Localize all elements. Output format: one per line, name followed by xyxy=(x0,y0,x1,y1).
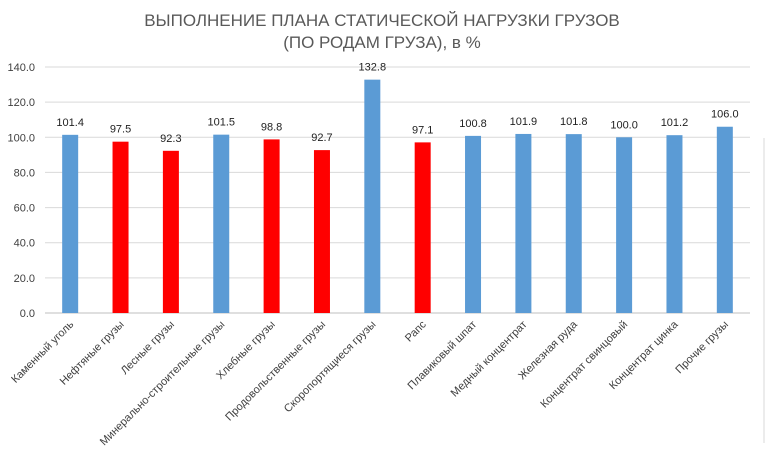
chart-title-line-2: (ПО РОДАМ ГРУЗА), в % xyxy=(283,33,481,52)
category-label: Скоропортящиеся грузы xyxy=(282,319,379,416)
bar xyxy=(263,139,280,313)
bar xyxy=(616,137,633,313)
bar xyxy=(364,79,381,313)
category-label: Рапс xyxy=(403,318,429,344)
bar xyxy=(716,126,733,313)
data-label: 101.5 xyxy=(207,117,235,129)
gridlines xyxy=(45,66,750,314)
data-label: 106.0 xyxy=(711,109,739,121)
y-tick-label: 100.0 xyxy=(7,132,35,144)
y-tick-label: 80.0 xyxy=(14,167,35,179)
y-tick-label: 0.0 xyxy=(20,308,35,320)
bar xyxy=(565,134,582,313)
y-tick-label: 140.0 xyxy=(7,62,35,74)
data-label: 97.5 xyxy=(110,124,131,136)
bar xyxy=(162,150,179,313)
bar xyxy=(62,134,79,313)
y-tick-label: 40.0 xyxy=(14,238,35,250)
data-label: 100.8 xyxy=(459,118,487,130)
y-tick-label: 120.0 xyxy=(7,97,35,109)
category-label: Концентрат свинцовый xyxy=(538,319,630,411)
bar xyxy=(515,133,532,313)
data-labels: 101.4 97.5 92.3 101.5 98.8 92.7 132.8 97.1 100.8… xyxy=(56,62,738,145)
chart-title-line-1: ВЫПОЛНЕНИЕ ПЛАНА СТАТИЧЕСКОЙ НАГРУЗКИ ГР… xyxy=(144,11,620,30)
data-label: 92.3 xyxy=(160,133,181,145)
data-label: 101.4 xyxy=(56,117,84,129)
category-label: Прочие грузы xyxy=(673,319,731,377)
bar xyxy=(666,135,683,313)
data-label: 98.8 xyxy=(261,121,282,133)
bar xyxy=(414,142,431,313)
data-label: 101.8 xyxy=(560,116,588,128)
bar xyxy=(213,134,230,313)
y-tick-label: 20.0 xyxy=(14,273,35,285)
bar xyxy=(465,135,482,313)
data-label: 100.0 xyxy=(610,119,638,131)
y-axis-tick-labels: 0.0 20.0 40.0 60.0 80.0 100.0 120.0 140.0 xyxy=(7,62,35,320)
y-tick-label: 60.0 xyxy=(14,203,35,215)
data-label: 101.9 xyxy=(510,116,538,128)
data-label: 97.1 xyxy=(412,124,433,136)
bars xyxy=(62,79,733,313)
data-label: 92.7 xyxy=(311,132,332,144)
data-label: 101.2 xyxy=(661,117,689,129)
data-label: 132.8 xyxy=(359,62,387,74)
bar xyxy=(112,141,129,313)
category-label: Продовольственные грузы xyxy=(223,319,328,424)
bar xyxy=(313,150,330,313)
